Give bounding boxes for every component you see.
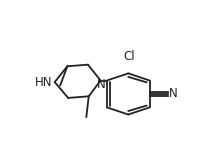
Text: N: N xyxy=(169,87,178,100)
Text: Cl: Cl xyxy=(123,50,135,63)
Text: HN: HN xyxy=(35,76,52,89)
Text: N: N xyxy=(97,78,106,91)
